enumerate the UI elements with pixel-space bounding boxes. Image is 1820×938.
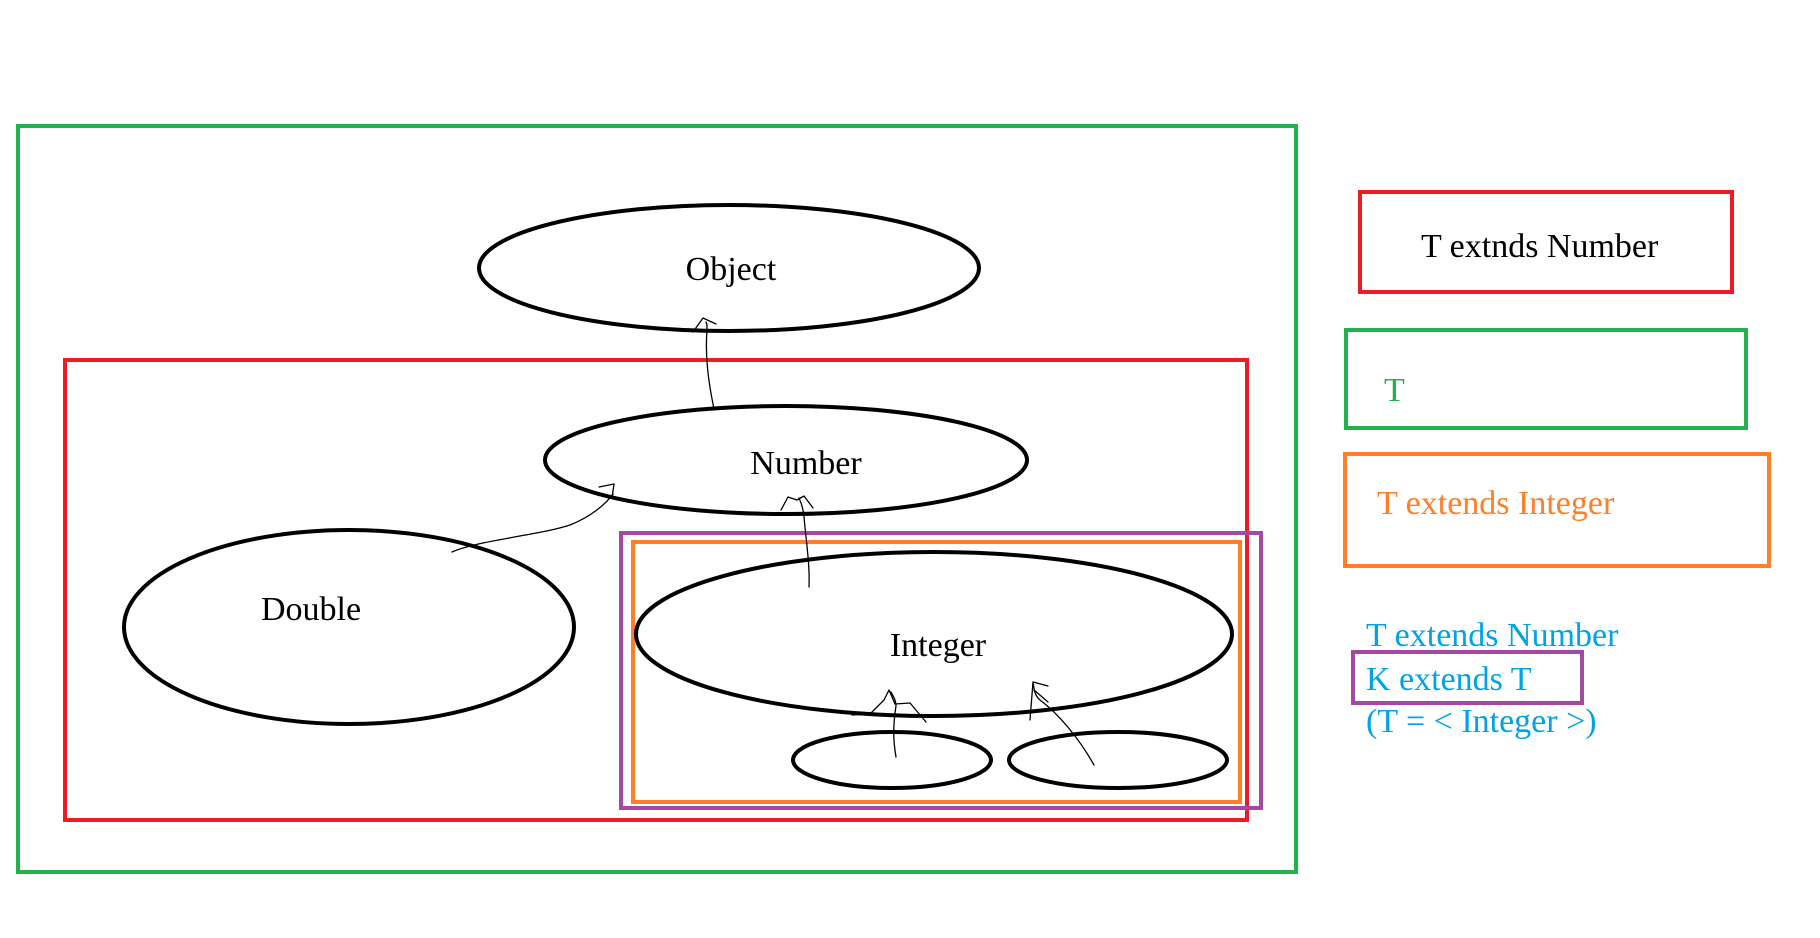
integer-label: Integer <box>890 627 987 664</box>
arrow-sub1-to-integer <box>890 691 897 758</box>
arrowhead-sub2-to-integer <box>1029 681 1049 721</box>
arrowhead-number-to-object <box>692 317 717 333</box>
arrowhead-integer-to-number <box>780 495 814 511</box>
legend-blue-line-1: T extends Number <box>1366 617 1619 654</box>
double-label: Double <box>261 591 361 628</box>
object-node <box>477 203 981 333</box>
integer-subtype-node-1 <box>791 730 993 790</box>
arrowhead-sub1-to-integer <box>851 689 927 723</box>
object-label: Object <box>686 251 777 288</box>
orange-bound-box <box>631 540 1242 804</box>
legend-green-label: T <box>1384 372 1405 409</box>
legend-red-box <box>1358 190 1734 294</box>
arrow-sub2-to-integer <box>1032 681 1095 766</box>
hand-drawn-arrows <box>451 317 1095 766</box>
legend-orange-label: T extends Integer <box>1377 485 1615 522</box>
legend-red-label: T extnds Number <box>1421 228 1659 265</box>
legend-purple-box <box>1351 650 1584 705</box>
number-node <box>543 404 1029 516</box>
arrowhead-double-to-number <box>598 483 615 499</box>
arrow-double-to-number <box>451 493 614 553</box>
legend-blue-line-2: K extends T <box>1366 661 1532 698</box>
arrow-number-to-object <box>705 321 715 410</box>
number-label: Number <box>750 445 862 482</box>
arrow-integer-to-number <box>798 497 810 588</box>
purple-bound-box <box>619 531 1263 810</box>
legend-green-box <box>1344 328 1748 430</box>
integer-node <box>634 550 1234 718</box>
legend-orange-box <box>1343 452 1771 568</box>
green-bound-box <box>16 124 1298 874</box>
double-node <box>122 528 576 726</box>
red-bound-box <box>63 358 1249 822</box>
integer-subtype-node-2 <box>1007 730 1229 790</box>
legend-blue-line-3: (T = < Integer >) <box>1366 703 1597 740</box>
